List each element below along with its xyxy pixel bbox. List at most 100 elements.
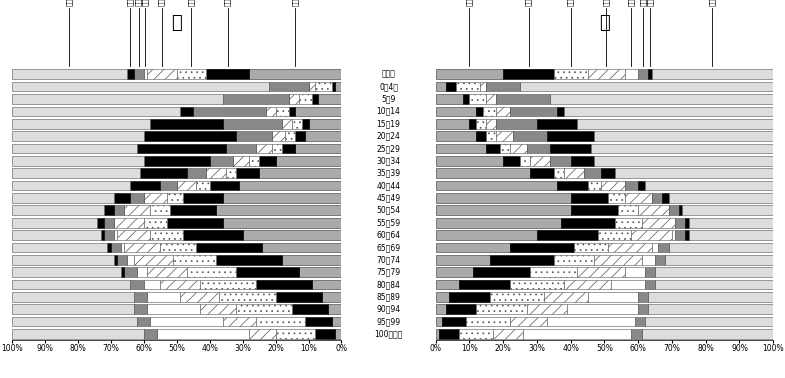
Bar [312, 94, 319, 104]
Bar [648, 292, 773, 302]
Bar [124, 267, 137, 277]
Bar [236, 168, 259, 178]
Bar [675, 218, 685, 228]
Bar [685, 218, 689, 228]
Bar [124, 206, 150, 215]
Bar [436, 329, 439, 339]
Bar [117, 230, 150, 240]
Bar [114, 230, 117, 240]
Bar [436, 156, 503, 166]
Bar [571, 193, 608, 203]
Bar [527, 144, 550, 153]
Bar [689, 230, 773, 240]
Bar [276, 329, 315, 339]
Bar [322, 292, 341, 302]
Bar [584, 168, 601, 178]
Bar [295, 144, 341, 153]
Text: 悪性新生物: 悪性新生物 [466, 0, 473, 6]
Bar [513, 131, 547, 141]
Bar [177, 70, 206, 79]
Text: 脳血管疾患: 脳血管疾患 [603, 0, 609, 6]
Bar [476, 107, 483, 116]
Bar [144, 131, 236, 141]
Bar [568, 304, 638, 314]
Bar [594, 131, 773, 141]
Bar [436, 304, 446, 314]
Text: 老衰: 老衰 [142, 0, 148, 6]
Text: 85〜89: 85〜89 [377, 293, 400, 301]
Bar [187, 267, 236, 277]
Bar [150, 206, 170, 215]
Bar [137, 144, 226, 153]
Bar [12, 94, 223, 104]
Bar [236, 304, 292, 314]
Bar [557, 181, 587, 191]
Bar [108, 243, 111, 252]
Bar [117, 255, 127, 265]
Bar [130, 181, 160, 191]
Bar [315, 82, 331, 91]
Bar [436, 230, 537, 240]
Bar [524, 329, 631, 339]
Bar [672, 230, 675, 240]
Bar [436, 267, 473, 277]
Bar [147, 304, 199, 314]
Bar [305, 317, 331, 327]
Bar [436, 218, 560, 228]
Bar [210, 181, 239, 191]
Bar [226, 144, 256, 153]
Text: 30〜34: 30〜34 [377, 156, 400, 165]
Bar [104, 218, 114, 228]
Text: その他: その他 [709, 0, 716, 6]
Bar [12, 329, 144, 339]
Bar [180, 107, 193, 116]
Bar [436, 181, 557, 191]
Bar [446, 82, 456, 91]
Bar [276, 292, 322, 302]
Bar [469, 119, 476, 129]
Text: 90〜94: 90〜94 [377, 305, 400, 314]
Bar [144, 156, 210, 166]
Bar [232, 156, 249, 166]
Text: 55〜59: 55〜59 [377, 218, 400, 227]
Bar [625, 193, 652, 203]
Bar [130, 193, 144, 203]
Bar [199, 304, 236, 314]
Bar [206, 168, 226, 178]
Text: 95〜99: 95〜99 [377, 317, 400, 326]
Bar [256, 144, 272, 153]
Text: 70〜74: 70〜74 [377, 255, 400, 264]
Bar [520, 82, 773, 91]
Bar [527, 304, 568, 314]
Bar [12, 280, 130, 289]
Bar [282, 119, 292, 129]
Text: 老衰: 老衰 [628, 0, 635, 6]
Bar [12, 292, 133, 302]
Bar [439, 329, 459, 339]
Text: 男: 男 [171, 14, 182, 32]
Bar [601, 181, 625, 191]
Text: 45〜49: 45〜49 [377, 194, 400, 203]
Bar [150, 317, 223, 327]
Bar [560, 218, 615, 228]
Bar [144, 70, 147, 79]
Bar [530, 156, 550, 166]
Bar [256, 317, 305, 327]
Bar [436, 107, 476, 116]
Bar [114, 206, 124, 215]
Text: 60〜64: 60〜64 [377, 231, 400, 240]
Bar [510, 317, 547, 327]
Bar [141, 168, 187, 178]
Bar [490, 292, 544, 302]
Bar [137, 317, 150, 327]
Bar [223, 193, 341, 203]
Bar [553, 168, 564, 178]
Bar [298, 267, 341, 277]
Bar [682, 206, 773, 215]
Bar [476, 119, 487, 129]
Bar [510, 243, 574, 252]
Bar [476, 304, 527, 314]
Bar [239, 181, 341, 191]
Bar [199, 280, 256, 289]
Bar [130, 280, 144, 289]
